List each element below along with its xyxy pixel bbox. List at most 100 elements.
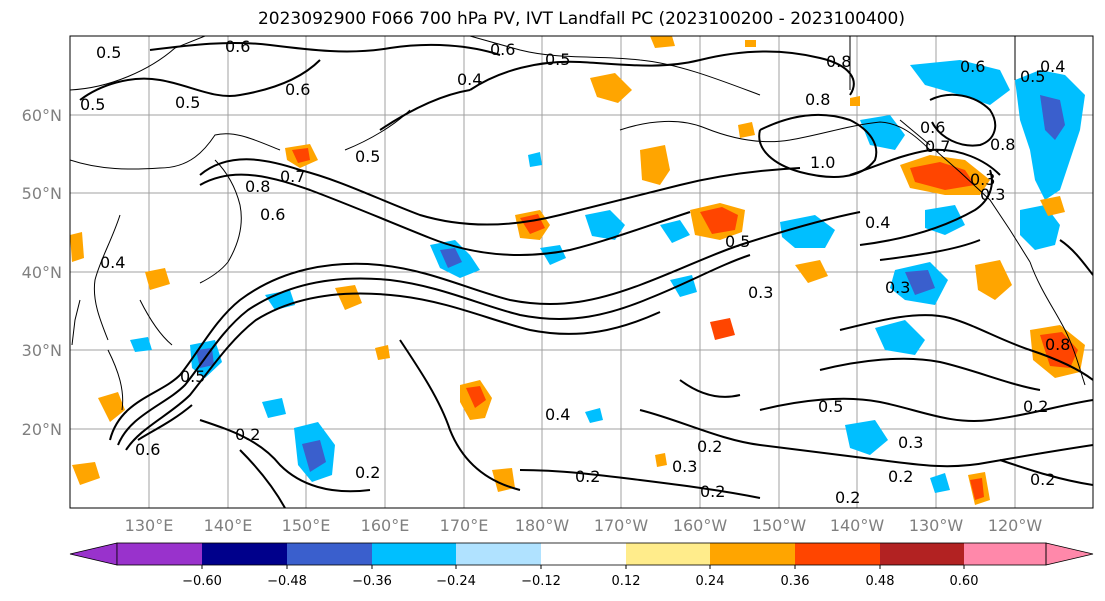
contour-label: 0.2 [835, 488, 860, 507]
contour-label: 0.7 [925, 137, 950, 156]
anomaly-positive [70, 232, 84, 262]
contour-label: 0.6 [135, 440, 160, 459]
anomaly-positive [72, 462, 100, 485]
contour-label: 0.8 [990, 135, 1015, 154]
anomaly-negative [660, 220, 690, 243]
colorbar-segment [710, 543, 795, 565]
contour-label: 0.2 [355, 463, 380, 482]
contour-label: 0.4 [545, 405, 570, 424]
contour-label: 0.2 [888, 467, 913, 486]
contour-label: 0.2 [1023, 397, 1048, 416]
contour-label: 0.6 [225, 37, 250, 56]
contour-label: 0.5 [175, 93, 200, 112]
contour-label: 0.3 [970, 170, 995, 189]
lat-label: 20°N [22, 420, 62, 439]
lat-label: 50°N [22, 184, 62, 203]
colorbar: −0.60 −0.48 −0.36 −0.24 −0.12 0.12 0.24 … [69, 542, 1094, 589]
anomaly-positive [590, 73, 632, 103]
contour-label: 0.6 [490, 40, 515, 59]
colorbar-tick-label: −0.24 [436, 574, 476, 589]
anomaly-positive [850, 96, 860, 106]
contour-label: 0.5 [1020, 67, 1045, 86]
anomaly-positive [910, 162, 975, 190]
colorbar-segment [372, 543, 456, 565]
anomaly-negative [585, 210, 625, 240]
colorbar-segment [964, 543, 1046, 565]
lon-label: 150°W [752, 516, 807, 535]
contour-label: 0.5 [80, 95, 105, 114]
contour-labels: 0.5 0.6 0.6 0.5 0.8 0.6 0.6 0.4 0.5 0.5 … [80, 37, 1070, 507]
anomaly-negative [1040, 95, 1065, 140]
anomaly-positive [335, 285, 362, 310]
colorbar-segment [795, 543, 880, 565]
colorbar-tick-label: 0.36 [781, 574, 810, 589]
lon-label: 120°W [988, 516, 1043, 535]
contour-label: 0.6 [285, 80, 310, 99]
contour-label: 0.7 [280, 167, 305, 186]
contour-label: 0.8 [805, 90, 830, 109]
colorbar-tick-label: 0.60 [950, 574, 979, 589]
anomaly-positive [738, 122, 755, 138]
colorbar-tick-label: 0.24 [696, 574, 725, 589]
anomaly-positive [710, 318, 735, 340]
lon-label: 160°E [361, 516, 410, 535]
contour-label: 0.2 [575, 467, 600, 486]
anomaly-positive [975, 260, 1012, 300]
colorbar-tick-label: 0.12 [612, 574, 641, 589]
anomaly-positive [292, 148, 310, 163]
lon-label: 170°E [440, 516, 489, 535]
colorbar-under-arrow [69, 542, 118, 566]
anomaly-negative [262, 398, 286, 418]
contour-label: 0.2 [235, 425, 260, 444]
anomaly-negative [860, 115, 905, 150]
anomaly-positive [745, 40, 756, 47]
lat-label: 30°N [22, 341, 62, 360]
map-frame [69, 35, 1094, 509]
colorbar-segment [626, 543, 710, 565]
pv-contours [79, 41, 1093, 508]
anomaly-negative [875, 320, 925, 355]
contour-label: 0.4 [1040, 57, 1065, 76]
contour-label: 0.8 [1045, 335, 1070, 354]
anomaly-positive [145, 268, 170, 290]
contour-label: 0.3 [748, 283, 773, 302]
anomaly-negative [910, 60, 1010, 105]
lon-label: 130°W [909, 516, 964, 535]
contour-label: 0.5 [818, 397, 843, 416]
anomaly-positive [650, 36, 675, 48]
contour-label: 0.8 [245, 177, 270, 196]
anomaly-positive [466, 386, 486, 408]
lon-label: 130°E [125, 516, 174, 535]
lon-label: 170°W [594, 516, 649, 535]
colorbar-segment [202, 543, 287, 565]
lon-label: 160°W [673, 516, 728, 535]
anomaly-negative [780, 215, 835, 248]
lon-label: 140°E [204, 516, 253, 535]
anomaly-negative [540, 245, 566, 265]
anomaly-negative [905, 270, 935, 295]
contour-label: 0.2 [700, 482, 725, 501]
contour-label: 0.2 [697, 437, 722, 456]
colorbar-segment [287, 543, 372, 565]
anomaly-negative [440, 248, 462, 268]
anomaly-positive [795, 260, 828, 283]
colorbar-frame [116, 542, 1047, 566]
colorbar-tick-label: −0.12 [521, 574, 561, 589]
anomaly-negative [130, 337, 152, 352]
anomaly-positive [98, 392, 125, 422]
anomaly-positive [1040, 332, 1078, 368]
contour-label: 1.0 [810, 153, 835, 172]
contour-label: 0.8 [826, 52, 851, 71]
map-title: 2023092900 F066 700 hPa PV, IVT Landfall… [257, 9, 905, 29]
contour-label: 0.5 [355, 147, 380, 166]
lon-label: 150°E [282, 516, 331, 535]
anomaly-negative [585, 408, 603, 423]
anomaly-negative [1020, 205, 1060, 250]
lon-label: 180°W [515, 516, 570, 535]
contour-label: 0.6 [960, 57, 985, 76]
colorbar-segment [117, 543, 202, 565]
colorbar-segment [541, 543, 626, 565]
contour-label: 0.4 [865, 213, 890, 232]
lon-labels: 130°E 140°E 150°E 160°E 170°E 180°W 170°… [125, 516, 1043, 535]
